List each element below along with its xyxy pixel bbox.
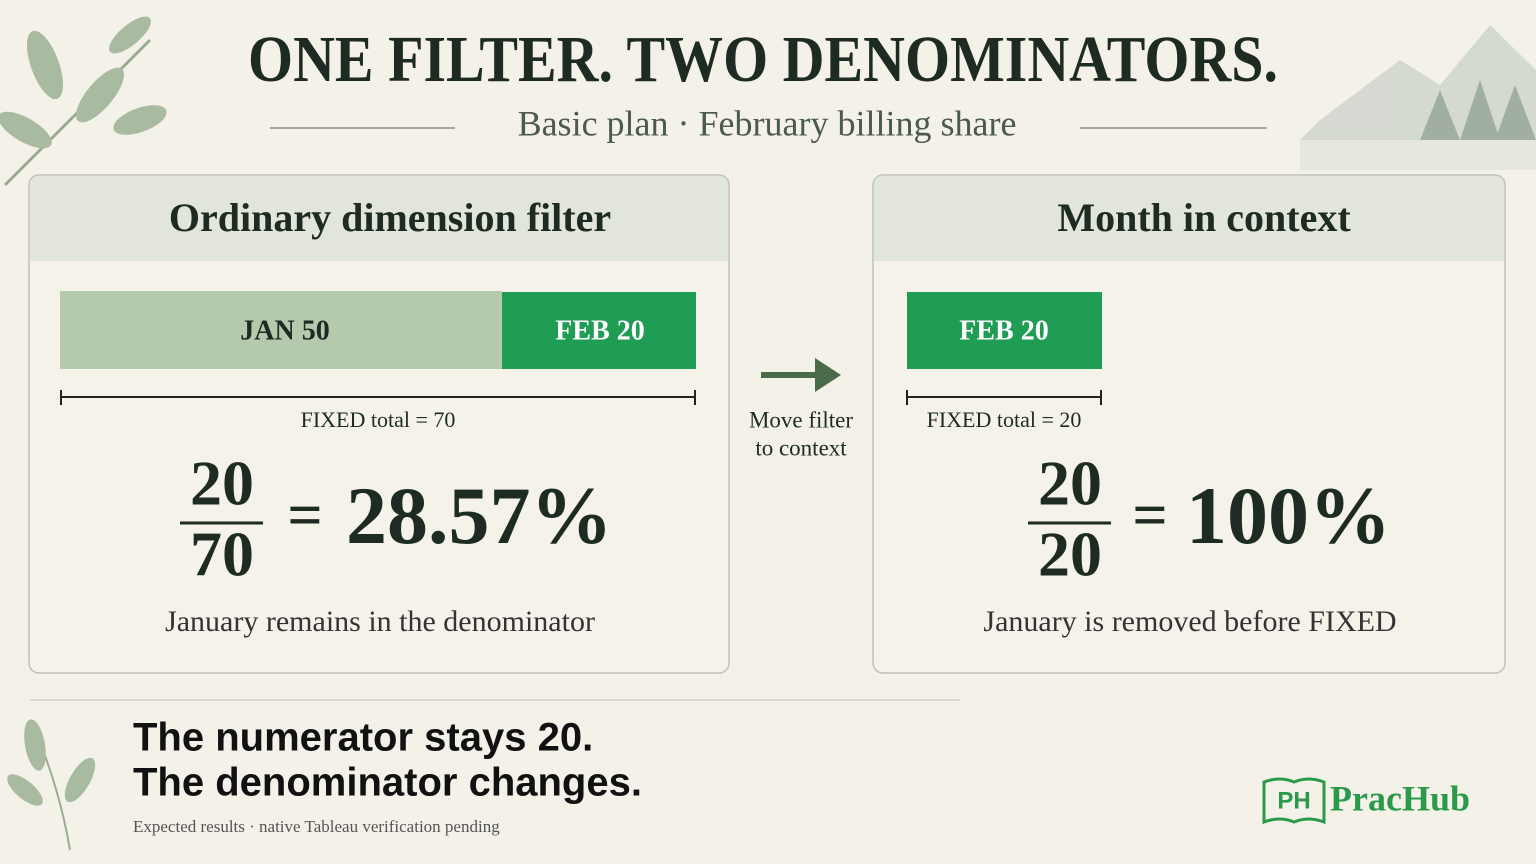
logo-name: PracHub (1330, 778, 1470, 818)
equals: = (1132, 482, 1167, 550)
caption: January remains in the denominator (165, 605, 595, 638)
numerator: 20 (190, 448, 254, 519)
segment-label: JAN 50 (240, 315, 329, 346)
logo: PH PracHub (1262, 777, 1470, 825)
feb-segment (907, 292, 1102, 369)
logo-icon: PH (1277, 787, 1310, 814)
result: 100% (1186, 470, 1391, 561)
total-label: FIXED total = 70 (301, 407, 456, 432)
transition-line: Move filter (749, 407, 853, 432)
panel-title: Ordinary dimension filter (169, 195, 611, 240)
feb-segment (502, 292, 696, 369)
total-label: FIXED total = 20 (927, 407, 1082, 432)
caption: January is removed before FIXED (983, 605, 1396, 638)
headline: The denominator changes. (133, 761, 642, 805)
jan-segment (60, 291, 502, 369)
denominator: 70 (190, 519, 254, 590)
panel: Month in context FEB 20 FIXED total = 20… (872, 174, 1506, 674)
bracket (60, 390, 696, 405)
title: ONE FILTER. TWO DENOMINATORS. (248, 23, 1278, 96)
denominator: 20 (1038, 519, 1102, 590)
subtitle: Basic plan · February billing share (518, 103, 1017, 143)
headline: The numerator stays 20. (133, 716, 593, 760)
segment-label: FEB 20 (959, 315, 1048, 346)
equals: = (287, 482, 322, 550)
transition: Move filter to context (749, 358, 853, 460)
mountain-decoration (1300, 25, 1536, 170)
leaf-decoration (0, 16, 167, 851)
numerator: 20 (1038, 448, 1102, 519)
bracket (906, 390, 1102, 405)
result: 28.57% (346, 470, 613, 561)
transition-line: to context (755, 435, 847, 460)
footnote: Expected results · native Tableau verifi… (133, 817, 500, 836)
segment-label: FEB 20 (555, 315, 644, 346)
panel-title: Month in context (1057, 195, 1351, 240)
panel: Ordinary dimension filter JAN 50 FEB 20 … (28, 174, 730, 674)
